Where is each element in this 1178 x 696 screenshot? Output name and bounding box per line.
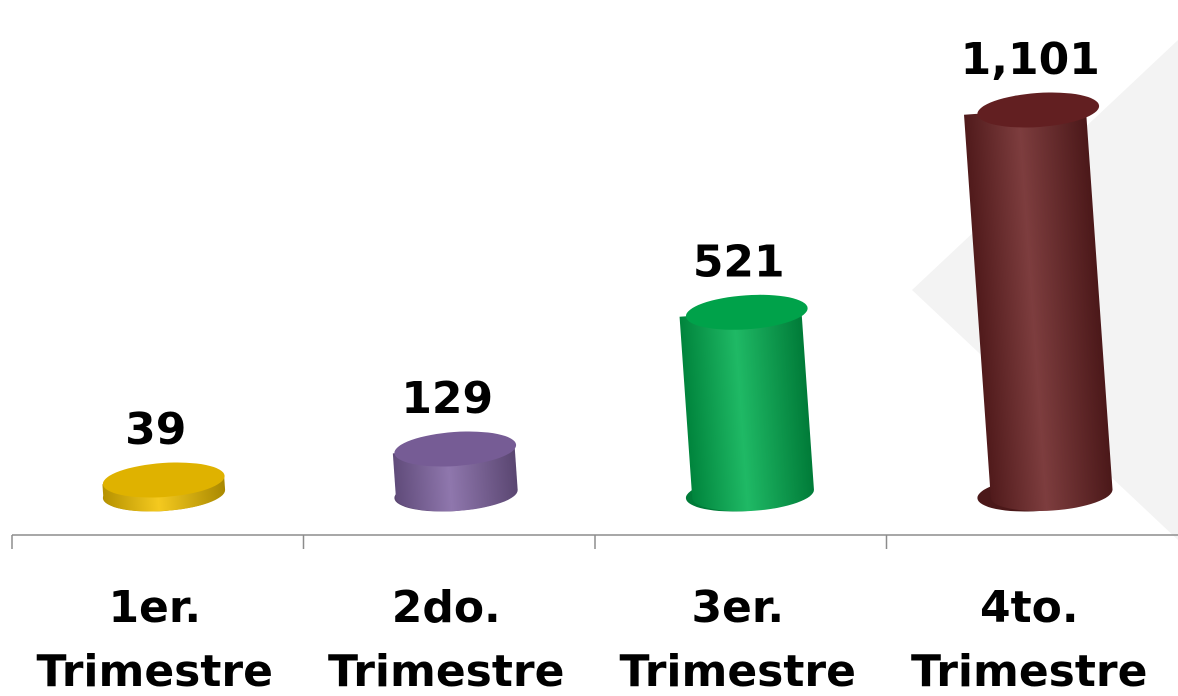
value-label: 521 bbox=[693, 236, 785, 287]
category-label: 2do. bbox=[392, 582, 501, 633]
bar-1 bbox=[102, 459, 227, 515]
value-label: 39 bbox=[125, 404, 186, 455]
bar-body bbox=[680, 308, 816, 515]
category-label: Trimestre bbox=[328, 646, 564, 696]
category-label: Trimestre bbox=[37, 646, 273, 696]
category-label: Trimestre bbox=[620, 646, 856, 696]
category-labels-group: 1er. Trimestre 2do. Trimestre 3er. Trimestre 4… bbox=[37, 582, 1148, 696]
value-labels-group: 39 129 521 1,101 bbox=[125, 34, 1100, 455]
category-label: 4to. bbox=[980, 582, 1079, 633]
bar-3 bbox=[680, 291, 816, 515]
bar-2 bbox=[393, 428, 519, 515]
category-label: Trimestre bbox=[911, 646, 1147, 696]
category-label: 3er. bbox=[691, 582, 784, 633]
value-label: 1,101 bbox=[961, 34, 1100, 85]
x-axis bbox=[12, 535, 1178, 549]
category-label: 1er. bbox=[108, 582, 201, 633]
value-label: 129 bbox=[401, 373, 493, 424]
